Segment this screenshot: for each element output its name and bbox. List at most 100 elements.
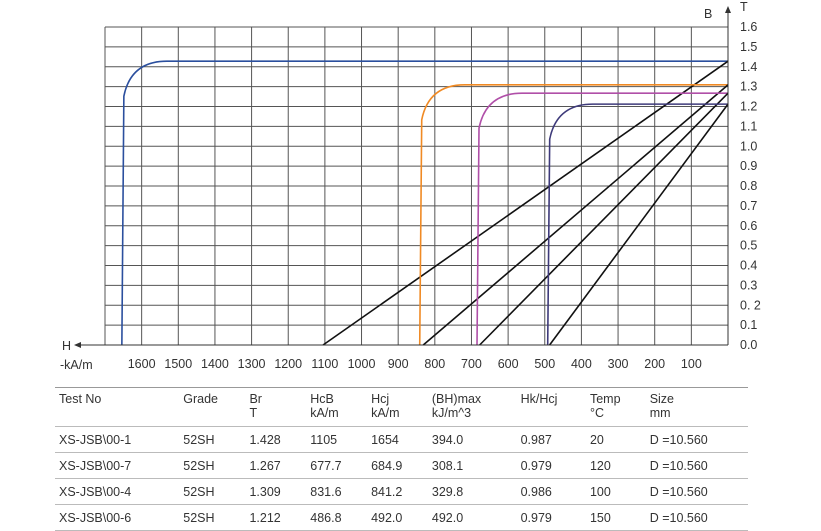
- table-cell: 150: [585, 504, 646, 531]
- table-row: XS-JSB\00-7 52SH 1.267 677.7 684.9 308.1 0.979…: [55, 452, 748, 479]
- x-tick-label: 1500: [164, 357, 192, 371]
- table-header-cell: (BH)max kJ/m^3: [427, 387, 517, 427]
- header-label: (BH)max: [431, 392, 482, 406]
- chart-axes: [74, 6, 731, 348]
- b-axis-label: B: [704, 7, 712, 21]
- chart-curves: [121, 60, 729, 346]
- header-label: HcB: [310, 392, 334, 406]
- test-results-table: Test No Grade Br T HcB kA/m Hcj kA/m (BH)max kJ/m…: [55, 387, 748, 531]
- table-cell: 0.986: [516, 478, 586, 505]
- y-tick-label: 1.5: [740, 40, 757, 54]
- table-cell: XS-JSB\00-6: [55, 504, 180, 531]
- table-cell: 1105: [306, 426, 368, 453]
- y-tick-label: 0.4: [740, 259, 757, 273]
- table-cell: 1.267: [245, 452, 307, 479]
- j-curve-1: [121, 60, 728, 346]
- table-row: XS-JSB\00-6 52SH 1.212 486.8 492.0 492.0 0.979…: [55, 504, 748, 531]
- x-tick-label: 1000: [348, 357, 376, 371]
- table-row: XS-JSB\00-1 52SH 1.428 1105 1654 394.0 0.987 20…: [55, 426, 748, 453]
- header-label: Br: [249, 392, 262, 406]
- y-tick-label: 0.1: [740, 318, 757, 332]
- y-tick-label: 0. 2: [740, 298, 761, 312]
- b-curve-4: [548, 103, 729, 346]
- y-tick-label: 0.8: [740, 179, 757, 193]
- table-header-cell: Test No: [55, 387, 180, 427]
- table-header-row: Test No Grade Br T HcB kA/m Hcj kA/m (BH)max kJ/m…: [55, 387, 748, 427]
- table-cell: 492.0: [367, 504, 428, 531]
- table-cell: 52SH: [179, 426, 246, 453]
- y-tick-label: 0.5: [740, 239, 757, 253]
- table-cell: 394.0: [427, 426, 517, 453]
- table-header-cell: Br T: [245, 387, 307, 427]
- header-unit: kA/m: [371, 406, 400, 420]
- h-axis-label: H: [62, 339, 71, 353]
- table-cell: 100: [585, 478, 646, 505]
- table-cell: 677.7: [306, 452, 368, 479]
- table-cell: 492.0: [427, 504, 517, 531]
- table-header-cell: Grade: [179, 387, 246, 427]
- header-label: Hcj: [371, 392, 390, 406]
- table-cell: 831.6: [306, 478, 368, 505]
- x-tick-label: 1400: [201, 357, 229, 371]
- header-label: Grade: [183, 392, 219, 406]
- header-label: Size: [649, 392, 675, 406]
- y-tick-label: 1.3: [740, 80, 757, 94]
- y-tick-label: 0.6: [740, 219, 757, 233]
- header-label: Test No: [59, 392, 102, 406]
- table-cell: 1.212: [245, 504, 307, 531]
- table-cell: 684.9: [367, 452, 428, 479]
- y-tick-label: 1.2: [740, 100, 757, 114]
- t-axis-label: T: [740, 0, 748, 14]
- x-tick-label: 300: [608, 357, 629, 371]
- x-axis-arrow: [74, 342, 81, 348]
- header-label: Temp: [589, 392, 621, 406]
- table-cell: 20: [585, 426, 646, 453]
- header-unit: kA/m: [310, 406, 339, 420]
- table-cell: 329.8: [427, 478, 517, 505]
- table-cell: 52SH: [179, 504, 246, 531]
- table-row: XS-JSB\00-4 52SH 1.309 831.6 841.2 329.8 0.986…: [55, 478, 748, 505]
- table-header-cell: Hcj kA/m: [367, 387, 428, 427]
- j-curve-2: [418, 84, 728, 346]
- y-tick-label: 0.7: [740, 199, 757, 213]
- demagnetization-chart: 1600 1500 1400 1300 1200 1100 1000 900 800 700 600…: [60, 0, 761, 372]
- x-tick-label: 800: [424, 357, 445, 371]
- table-cell: XS-JSB\00-7: [55, 452, 180, 479]
- x-tick-label: 600: [498, 357, 519, 371]
- table-cell: D =10.560: [645, 504, 748, 531]
- chart-grid: [104, 26, 729, 346]
- header-unit: °C: [589, 406, 604, 420]
- table-cell: D =10.560: [645, 478, 748, 505]
- j-curve-4: [546, 103, 728, 346]
- x-tick-label: 1100: [311, 357, 338, 371]
- table-cell: 1654: [367, 426, 428, 453]
- y-tick-label: 0.9: [740, 159, 757, 173]
- x-tick-label: 1200: [274, 357, 302, 371]
- table-cell: D =10.560: [645, 452, 748, 479]
- table-header-cell: Temp °C: [585, 387, 646, 427]
- x-tick-label: 200: [644, 357, 665, 371]
- x-tick-label: 900: [388, 357, 409, 371]
- table-cell: D =10.560: [645, 426, 748, 453]
- table-cell: 52SH: [179, 478, 246, 505]
- table-body: XS-JSB\00-1 52SH 1.428 1105 1654 394.0 0.987 20…: [55, 426, 748, 531]
- y-axis-arrow: [725, 6, 731, 13]
- header-unit: kJ/m^3: [431, 406, 472, 420]
- x-tick-label: 400: [571, 357, 592, 371]
- b-curve-1: [322, 60, 729, 346]
- header-unit: mm: [649, 406, 671, 420]
- table-cell: 0.979: [516, 452, 586, 479]
- h-axis-unit: -kA/m: [60, 358, 93, 372]
- x-tick-label: 1300: [238, 357, 266, 371]
- table-cell: 52SH: [179, 452, 246, 479]
- table-cell: 841.2: [367, 478, 428, 505]
- y-tick-label: 1.6: [740, 20, 757, 34]
- table-header-cell: Size mm: [645, 387, 748, 427]
- y-tick-label: 1.1: [740, 119, 757, 133]
- table-cell: XS-JSB\00-4: [55, 478, 180, 505]
- x-tick-label: 1600: [128, 357, 156, 371]
- x-tick-label: 100: [681, 357, 702, 371]
- table-cell: 120: [585, 452, 646, 479]
- table-cell: 308.1: [427, 452, 517, 479]
- y-tick-label: 0.0: [740, 338, 757, 352]
